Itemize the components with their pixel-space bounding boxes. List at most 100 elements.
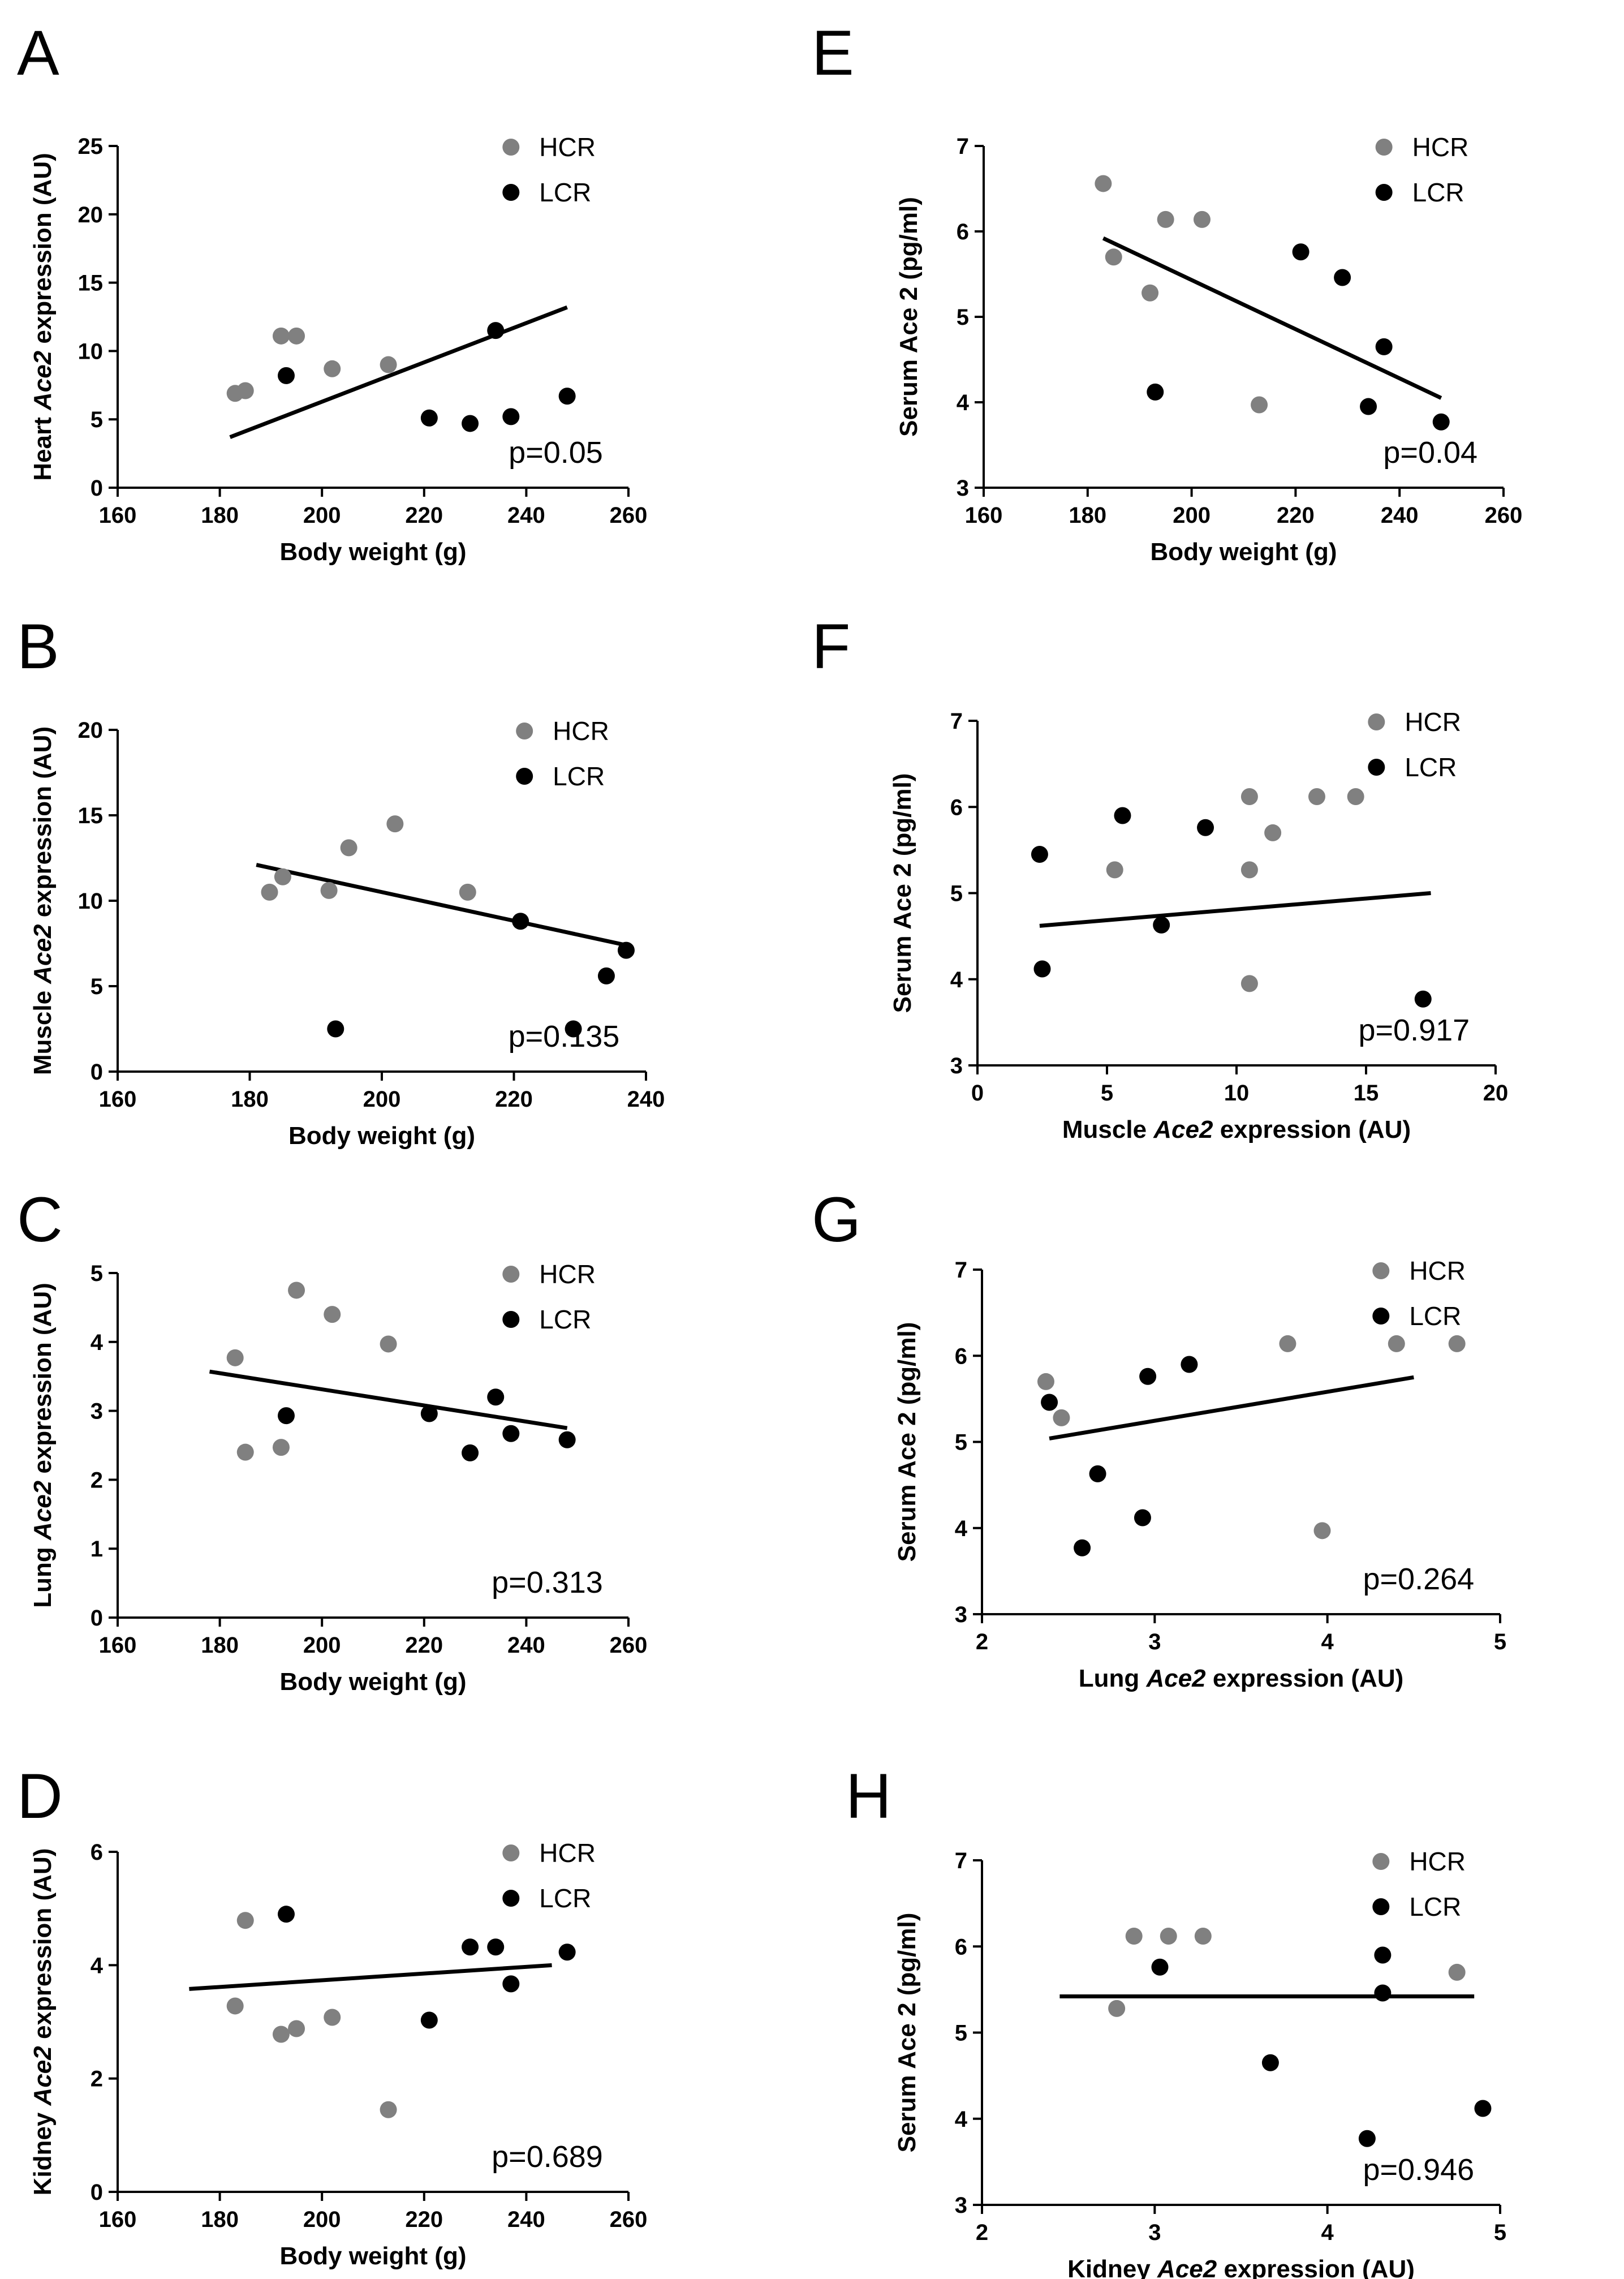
data-point-hcr: [1194, 1927, 1212, 1945]
p-value-label: p=0.689: [492, 2140, 603, 2174]
y-axis-title: Serum Ace 2 (pg/ml): [893, 1913, 921, 2153]
x-tick-label: 180: [201, 1633, 239, 1658]
y-axis-title-part: Ace2: [29, 1480, 57, 1541]
data-point-hcr: [380, 2101, 397, 2118]
data-point-lcr: [1374, 1984, 1392, 2002]
y-axis-title-part: Serum Ace 2 (pg/ml): [893, 1322, 921, 1562]
y-axis-title-part: Muscle: [29, 984, 57, 1075]
data-point-lcr: [597, 967, 615, 984]
data-point-lcr: [558, 1431, 576, 1448]
data-point-lcr: [277, 367, 295, 384]
legend-label: HCR: [553, 716, 609, 746]
x-axis-title-part: Ace2: [1153, 1116, 1213, 1143]
panel-letter: A: [17, 18, 59, 88]
x-tick-label: 5: [1494, 2220, 1506, 2245]
x-tick-label: 4: [1321, 1629, 1334, 1654]
p-value-label: p=0.135: [509, 1020, 620, 1054]
panel-G: G 3 4 5 6 7 2 3 4 5 Lung Ace2 expression (AU) Seru…: [812, 1140, 1624, 1709]
p-value-label: p=0.04: [1383, 436, 1477, 470]
data-point-lcr: [1147, 383, 1164, 401]
legend-marker-lcr: [1375, 184, 1393, 201]
data-point-hcr: [236, 382, 254, 399]
y-tick-label: 7: [957, 134, 969, 159]
y-tick-label: 4: [91, 1330, 104, 1355]
p-value-label: p=0.917: [1358, 1013, 1470, 1047]
legend-label: HCR: [1409, 1847, 1466, 1876]
y-axis-title-part: Kidney: [29, 2105, 57, 2195]
panel-F: F 3 4 5 6 7 0 5 10 15 20 Muscle Ace2 expression (A…: [812, 570, 1624, 1144]
legend-marker-hcr: [502, 139, 520, 156]
legend-marker-hcr: [1372, 1853, 1390, 1870]
data-point-hcr: [288, 327, 305, 345]
data-point-hcr: [1105, 248, 1122, 266]
scatter-plot: 3 4 5 6 7 0 5 10 15 20 Muscle Ace2 expression (AU)…: [889, 707, 1509, 1143]
y-tick-label: 4: [955, 2107, 968, 2132]
x-tick-label: 160: [99, 2207, 137, 2232]
legend-label: LCR: [1405, 752, 1457, 782]
panel-letter: E: [812, 18, 854, 88]
data-point-lcr: [1151, 1958, 1169, 1976]
data-point-lcr: [617, 941, 635, 959]
x-tick-label: 240: [507, 503, 545, 528]
data-point-hcr: [1095, 175, 1112, 192]
y-axis-title-part: expression (AU): [29, 153, 57, 351]
x-axis-title: Body weight (g): [280, 1668, 467, 1696]
x-tick-label: 240: [1381, 503, 1419, 528]
legend-label: HCR: [539, 1259, 596, 1289]
x-tick-label: 180: [201, 2207, 239, 2232]
data-point-hcr: [1125, 1927, 1143, 1945]
data-point-lcr: [502, 1975, 520, 1993]
x-tick-label: 200: [363, 1087, 401, 1112]
panel-letter: G: [812, 1184, 861, 1255]
y-axis-title-part: Ace2: [29, 350, 57, 411]
data-point-lcr: [1134, 1509, 1151, 1526]
regression-line: [209, 1369, 568, 1430]
p-value-label: p=0.05: [509, 436, 603, 470]
data-point-lcr: [420, 2011, 438, 2029]
panel-C: C 0 1 2 3 4 5 160 180 200 220 240 260 Body weight (g…: [0, 1140, 812, 1709]
x-tick-label: 200: [303, 2207, 341, 2232]
y-tick-label: 20: [78, 718, 104, 743]
x-tick-label: 0: [971, 1081, 984, 1106]
data-point-hcr: [380, 356, 397, 373]
panel-letter: F: [812, 611, 851, 682]
data-point-lcr: [565, 1020, 582, 1038]
data-point-lcr: [502, 408, 520, 425]
data-point-hcr: [1108, 2000, 1126, 2017]
y-tick-label: 4: [91, 1953, 104, 1978]
y-axis-title-part: Serum Ace 2 (pg/ml): [895, 197, 923, 437]
x-tick-label: 260: [610, 503, 648, 528]
legend-marker-hcr: [1372, 1262, 1390, 1279]
data-point-hcr: [1106, 861, 1123, 879]
x-tick-label: 15: [1354, 1081, 1379, 1106]
data-point-lcr: [487, 1938, 505, 1956]
data-point-lcr: [1414, 990, 1432, 1008]
x-axis-title-part: Ace2: [1157, 2255, 1217, 2279]
legend-marker-hcr: [502, 1844, 520, 1861]
y-axis-title: Serum Ace 2 (pg/ml): [895, 197, 923, 437]
x-tick-label: 20: [1483, 1081, 1509, 1106]
x-tick-label: 220: [495, 1087, 533, 1112]
y-tick-label: 5: [955, 1430, 967, 1455]
scatter-plot: 0 5 10 15 20 160 180 200 220 240 Body weight (g) Mu…: [29, 716, 665, 1150]
regression-line: [189, 1963, 552, 1991]
legend-marker-hcr: [1368, 713, 1385, 730]
legend-marker-hcr: [502, 1266, 520, 1283]
data-point-hcr: [324, 360, 341, 377]
data-point-lcr: [1031, 845, 1048, 863]
y-tick-label: 4: [955, 1516, 968, 1541]
y-tick-label: 3: [950, 1054, 963, 1078]
y-tick-label: 5: [955, 2021, 967, 2046]
data-point-lcr: [277, 1407, 295, 1425]
x-axis-title-part: Muscle: [1062, 1116, 1153, 1143]
p-value-label: p=0.946: [1363, 2153, 1474, 2187]
data-point-lcr: [1114, 807, 1131, 824]
panel-letter: D: [17, 1761, 63, 1831]
y-tick-label: 5: [91, 407, 103, 432]
legend-label: LCR: [1412, 178, 1464, 207]
data-point-lcr: [1261, 2054, 1279, 2071]
y-tick-label: 5: [957, 305, 969, 330]
legend-label: HCR: [1409, 1256, 1466, 1285]
